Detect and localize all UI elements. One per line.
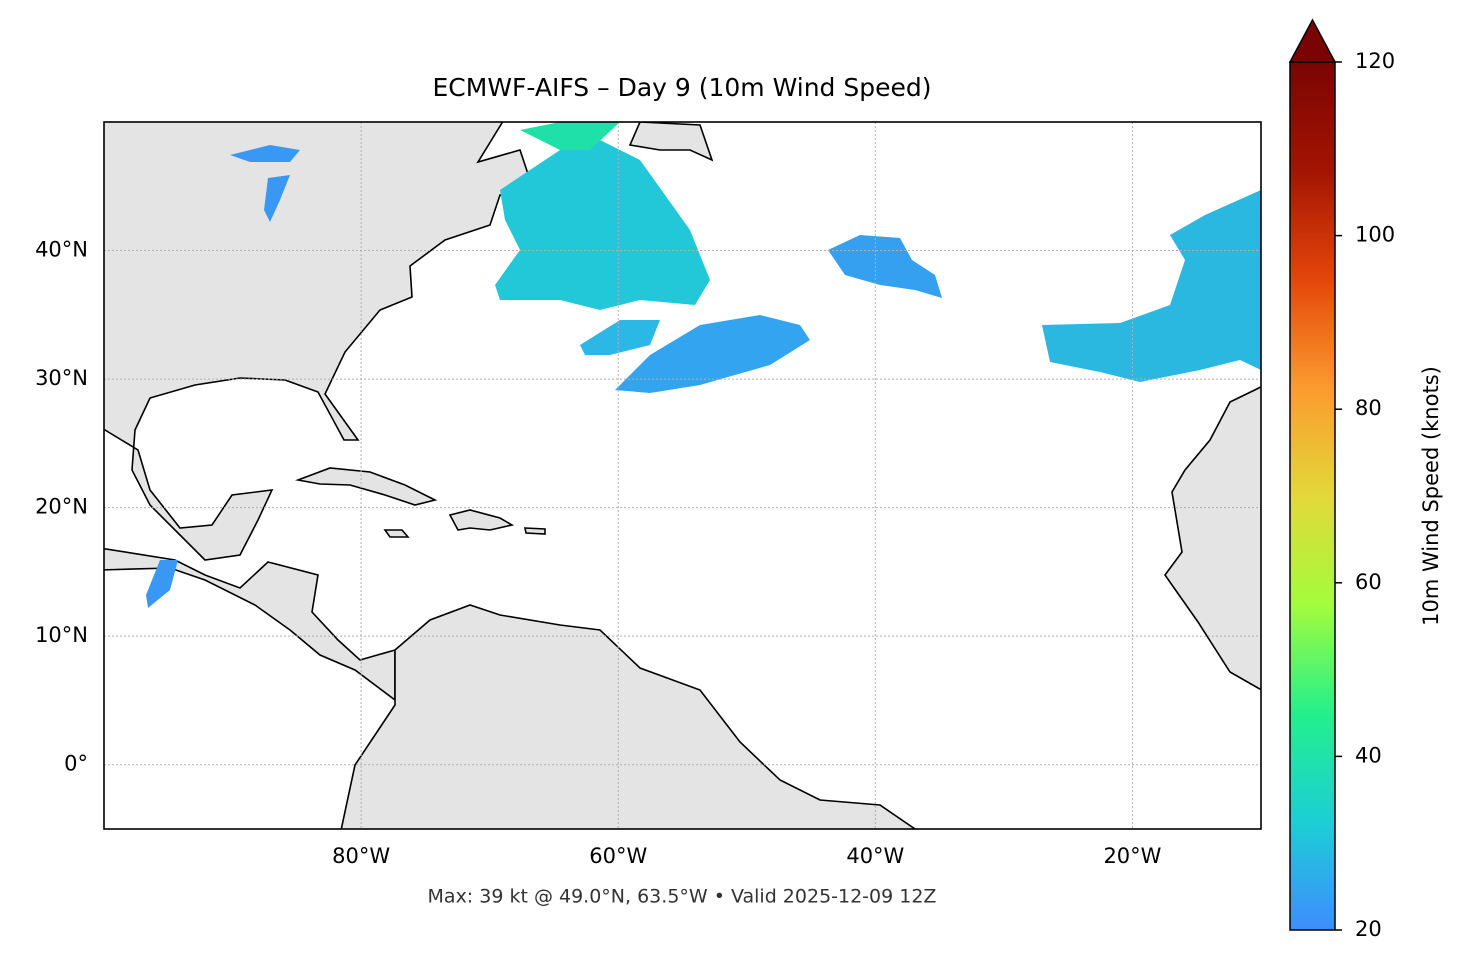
colorbar-body [1289,61,1336,931]
y-tick-label: 0° [64,752,88,776]
colorbar-label: 10m Wind Speed (knots) [1419,366,1443,626]
map-layer [104,122,1261,829]
cuba [295,467,438,506]
colorbar-tick-label: 60 [1355,570,1382,594]
wind-patch [264,175,290,222]
x-tick-label: 80°W [332,844,390,868]
colorbar: 10m Wind Speed (knots) 20 40 60 80 100 120 [1288,18,1443,941]
gridlines [104,122,1261,829]
x-tick-label: 20°W [1103,844,1161,868]
south-america [340,604,917,829]
hispaniola [448,509,515,531]
colorbar-tick-label: 40 [1355,743,1382,767]
wind-patch [1042,190,1261,382]
wind-patch [615,315,810,393]
colorbar-tick-label: 20 [1355,917,1382,941]
colorbar-tick-label: 80 [1355,396,1382,420]
africa [1164,386,1261,691]
x-tick-label: 40°W [846,844,904,868]
title: ECMWF-AIFS – Day 9 (10m Wind Speed) [433,73,932,102]
map-frame [103,121,1262,830]
y-tick-label: 40°N [35,238,88,262]
colorbar-extend [1288,18,1337,63]
wind-patch [495,140,710,310]
wind-patch [146,560,178,608]
x-tick-label: 60°W [589,844,647,868]
wind-patch [580,320,660,355]
newfoundland [628,122,714,162]
puerto-rico [524,527,546,535]
footer: Max: 39 kt @ 49.0°N, 63.5°W • Valid 2025… [428,886,937,908]
colorbar-tick-label: 100 [1355,223,1395,247]
y-tick-label: 30°N [35,366,88,390]
y-tick-label: 10°N [35,623,88,647]
axes: 80°W 60°W 40°W 20°W 0° 10°N 20°N 30°N 40°N [35,238,1162,868]
colorbar-tick-label: 120 [1355,49,1395,73]
y-tick-label: 20°N [35,495,88,519]
jamaica [383,529,410,538]
wind-patch [520,122,620,150]
wind-patch [230,145,300,162]
wind-swaths [146,122,1261,608]
